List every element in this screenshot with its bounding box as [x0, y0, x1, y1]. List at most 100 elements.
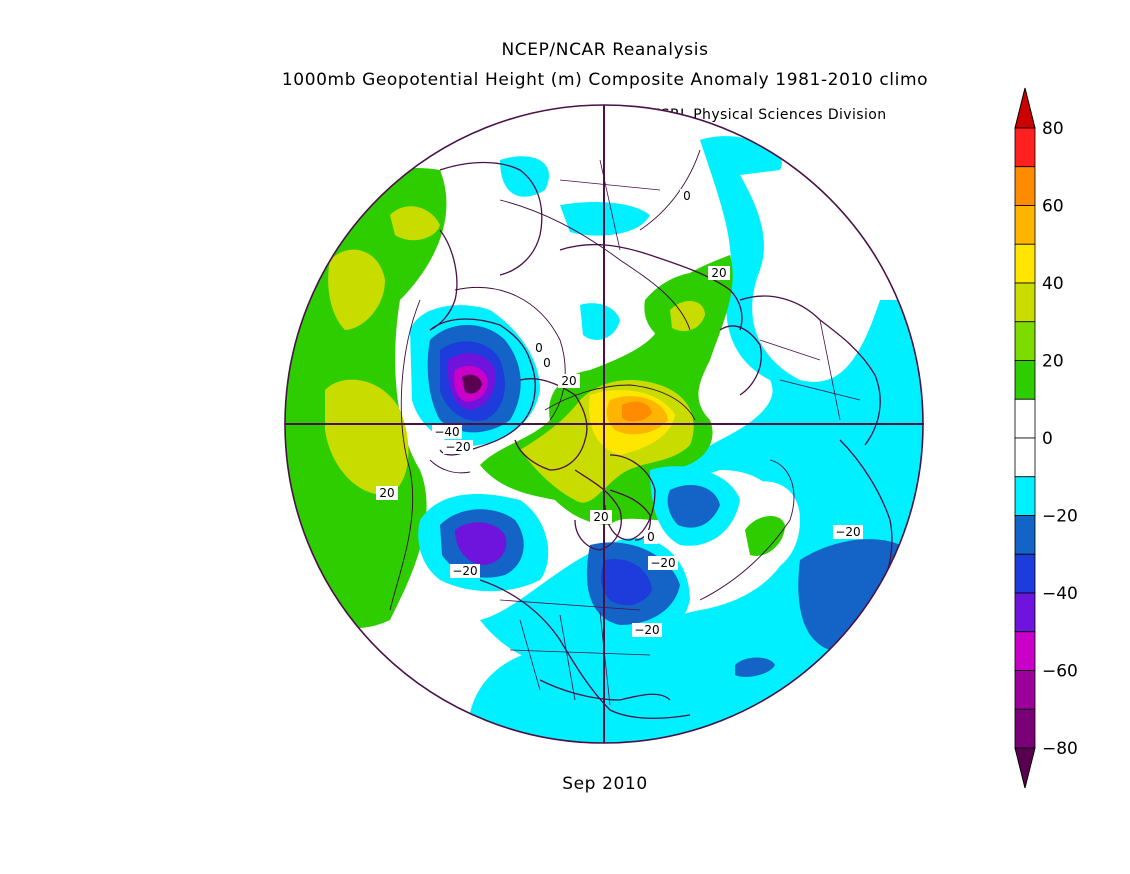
- label-box-neg20-e: [833, 525, 863, 539]
- colorbar-segment: [1014, 515, 1036, 555]
- region-arctic-pos60: [622, 401, 652, 422]
- colorbar-segments: [1014, 127, 1036, 749]
- colorbar-segment: [1014, 553, 1036, 594]
- colorbar-segment: [1014, 282, 1036, 323]
- label-0-a: 0: [683, 189, 691, 203]
- label-box-20-c: [376, 486, 398, 500]
- label-20-a: 20: [711, 266, 726, 280]
- border-europe-3: [819, 319, 841, 421]
- label-neg40: −40: [434, 425, 459, 439]
- colorbar-segment: [1014, 127, 1036, 168]
- border-us-states-4: [509, 649, 651, 656]
- region-pacific-pos30-b: [325, 379, 409, 495]
- colorbar-segment: [1014, 476, 1036, 516]
- label-box-20-a: [708, 266, 730, 280]
- coast-greenland: [604, 454, 656, 541]
- label-20-b: 20: [561, 374, 576, 388]
- border-europe-1: [759, 339, 821, 361]
- colorbar-tick-label: −60: [1042, 662, 1078, 682]
- colorbar-tick-label: 40: [1042, 274, 1064, 294]
- region-alaska-neg60: [462, 374, 482, 394]
- label-neg20-e: −20: [835, 525, 860, 539]
- colorbar-tick-label: −20: [1042, 507, 1078, 527]
- label-box-0-b: [532, 341, 546, 355]
- region-pacific-pos30-c: [390, 206, 440, 241]
- label-0-d: 0: [647, 530, 655, 544]
- colorbar-segment: [1014, 205, 1036, 245]
- label-20-d: 20: [593, 510, 608, 524]
- label-box-0-d: [644, 530, 658, 544]
- contour-0-atlantic: [699, 459, 795, 601]
- coast-baffin: [609, 489, 651, 541]
- coast-scandinavia: [719, 325, 762, 396]
- region-northamerica-neg40: [600, 559, 652, 606]
- label-box-20-b: [558, 374, 580, 388]
- colorbar-bottom-arrow: [1014, 747, 1036, 789]
- colorbar-segment: [1014, 592, 1036, 633]
- region-greenland-neg20: [667, 485, 720, 528]
- region-patch-neg10-c: [580, 303, 620, 340]
- coast-gulf: [539, 679, 671, 701]
- contour-neg20-bering: [429, 459, 471, 474]
- contour-pos20-arctic: [544, 384, 696, 421]
- region-bering-neg40: [455, 522, 507, 565]
- colorbar-segment: [1014, 437, 1036, 478]
- label-box-0-a: [680, 189, 694, 203]
- colorbar-segment: [1014, 708, 1036, 749]
- colorbar-segment: [1014, 631, 1036, 671]
- colorbar-segment: [1014, 360, 1036, 400]
- label-box-0-c: [540, 356, 554, 370]
- colorbar-segment: [1014, 321, 1036, 361]
- colorbar-segment: [1014, 166, 1036, 206]
- colorbar-tick-label: 0: [1042, 429, 1053, 449]
- region-pacific-pos30-a: [328, 249, 385, 330]
- label-box-neg20-a: [443, 440, 473, 454]
- border-us-states-1: [519, 619, 541, 691]
- chart-title: NCEP/NCAR Reanalysis: [501, 40, 709, 60]
- colorbar-segment: [1014, 398, 1036, 439]
- colorbar-tick-label: −40: [1042, 584, 1078, 604]
- contour-0-asia: [499, 199, 691, 331]
- region-atlantic-pos20: [745, 515, 785, 556]
- contour-0-north: [639, 149, 701, 231]
- colorbar-top-arrow: [1014, 87, 1036, 129]
- date-label: Sep 2010: [562, 774, 648, 794]
- border-asia-1: [559, 179, 661, 191]
- coast-europe: [739, 295, 881, 446]
- label-box-20-d: [590, 510, 612, 524]
- label-0-b: 0: [535, 341, 543, 355]
- coast-northamerica: [479, 579, 691, 719]
- colorbar-tick-label: −80: [1042, 739, 1078, 759]
- label-box-neg20-b: [450, 564, 480, 578]
- border-us-canada: [499, 599, 641, 611]
- border-europe-2: [779, 379, 861, 401]
- coast-kamchatka: [429, 229, 458, 331]
- contour-0-pacific: [389, 299, 421, 611]
- colorbar-tick-label: 80: [1042, 119, 1064, 139]
- border-us-states-2: [559, 614, 576, 701]
- contour-0-alaska: [454, 287, 566, 421]
- coast-siberia: [559, 243, 743, 331]
- map-boundary: [284, 104, 924, 744]
- colorbar: 80 60 40 20 0 −20 −40 −60 −80: [1014, 87, 1078, 789]
- label-neg20-b: −20: [452, 564, 477, 578]
- label-box-neg40: [432, 425, 462, 439]
- colorbar-segment: [1014, 243, 1036, 284]
- region-atlantic-neg20: [798, 539, 923, 650]
- contour-labels: 0 0 0 0 20 20 20 20 −40 −20 −20 −20 −20 …: [376, 189, 863, 637]
- chart-subtitle: 1000mb Geopotential Height (m) Composite…: [281, 70, 929, 90]
- colorbar-segment: [1014, 670, 1036, 710]
- region-patch-neg10-d: [700, 136, 780, 169]
- label-0-c: 0: [543, 356, 551, 370]
- colorbar-ticks: 80 60 40 20 0 −20 −40 −60 −80: [1042, 119, 1078, 759]
- label-neg20-d: −20: [634, 623, 659, 637]
- label-neg20-a: −20: [445, 440, 470, 454]
- coast-asia-east: [439, 161, 543, 276]
- label-box-neg20-c: [648, 556, 678, 570]
- contours: [389, 149, 795, 611]
- label-neg20-c: −20: [650, 556, 675, 570]
- region-atlantic-neg20-small: [735, 657, 775, 677]
- label-box-neg20-d: [632, 623, 662, 637]
- label-20-c: 20: [379, 486, 394, 500]
